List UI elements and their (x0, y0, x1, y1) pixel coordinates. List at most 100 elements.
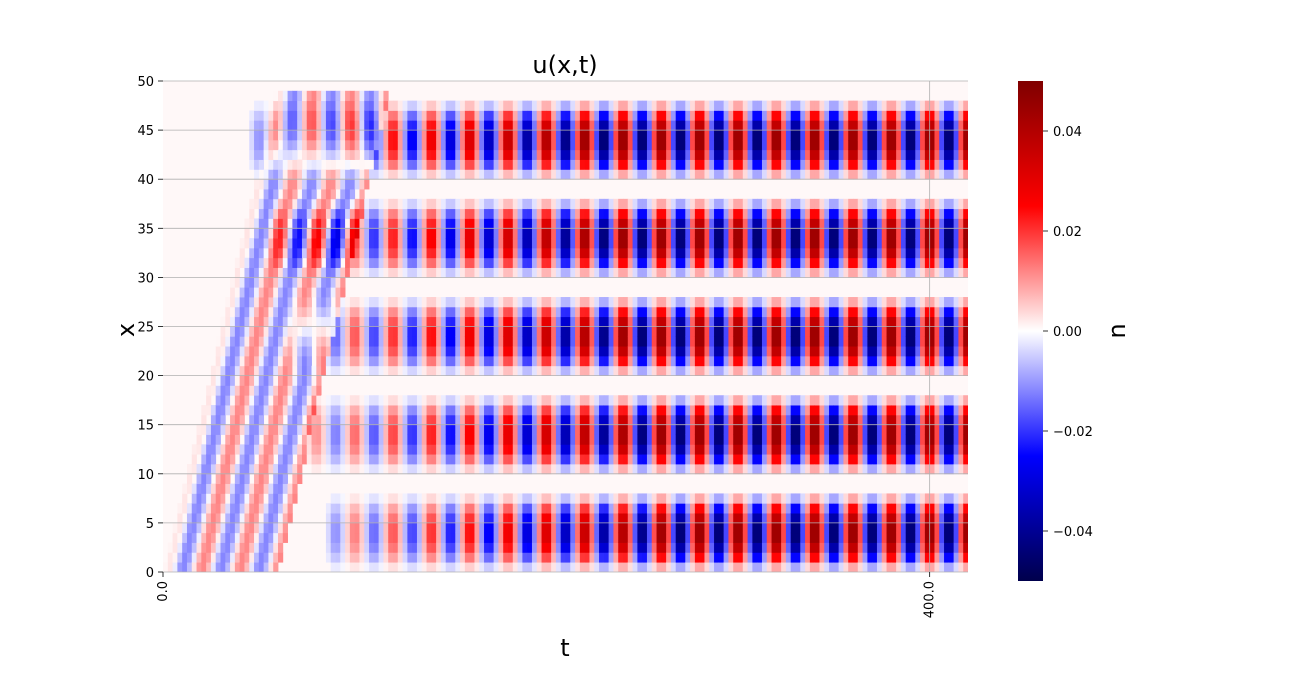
heatmap-cell (752, 218, 758, 229)
heatmap-cell (541, 149, 547, 160)
heatmap-cell (282, 179, 288, 190)
heatmap-cell (690, 100, 696, 111)
heatmap-cell (297, 90, 303, 102)
heatmap-cell (230, 424, 236, 435)
heatmap-cell (771, 267, 777, 278)
heatmap-cell (359, 90, 365, 102)
heatmap-cell (728, 149, 734, 160)
heatmap-cell (484, 326, 490, 337)
heatmap-cell (311, 159, 317, 170)
heatmap-cell (402, 542, 408, 553)
heatmap-cell (690, 120, 696, 131)
heatmap-cell (555, 247, 562, 259)
heatmap-cell (484, 306, 490, 318)
heatmap-cell (565, 405, 571, 416)
heatmap-cell (718, 503, 725, 514)
heatmap-cell (493, 513, 499, 524)
heatmap-cell (345, 228, 351, 239)
heatmap-cell (440, 532, 447, 543)
heatmap-cell (325, 355, 332, 367)
heatmap-cell (402, 513, 408, 524)
heatmap-cell (297, 218, 303, 229)
heatmap-cell (723, 139, 729, 151)
heatmap-cell (742, 169, 748, 180)
heatmap-cell (421, 130, 427, 141)
heatmap-cell (321, 414, 327, 426)
heatmap-cell (637, 326, 643, 337)
heatmap-cell (666, 365, 672, 376)
heatmap-cell (680, 424, 686, 435)
heatmap-cell (225, 483, 231, 494)
heatmap-cell (268, 218, 274, 229)
heatmap-cell (680, 228, 686, 239)
heatmap-cell (316, 277, 322, 288)
heatmap-cell (541, 110, 547, 121)
heatmap-cell (718, 434, 725, 445)
heatmap-cell (599, 218, 605, 229)
heatmap-cell (680, 562, 686, 572)
heatmap-cell (488, 414, 495, 426)
heatmap-cell (321, 277, 327, 288)
heatmap-cell (551, 257, 557, 268)
heatmap-cell (723, 336, 729, 347)
heatmap-cell (752, 454, 758, 465)
heatmap-cell (292, 287, 298, 298)
heatmap-cell (738, 247, 744, 259)
heatmap-cell (464, 297, 471, 308)
heatmap-cell (273, 90, 279, 102)
heatmap-cell (321, 130, 327, 141)
heatmap-cell (378, 238, 384, 249)
heatmap-cell (258, 316, 265, 327)
heatmap-cell (215, 405, 221, 416)
heatmap-cell (335, 287, 341, 298)
heatmap-cell (675, 532, 681, 543)
heatmap-cell (436, 149, 442, 160)
heatmap-cell (182, 493, 188, 504)
heatmap-cell (685, 434, 691, 445)
heatmap-cell (263, 493, 269, 504)
heatmap-cell (397, 139, 403, 151)
heatmap-cell (445, 247, 451, 259)
heatmap-cell (325, 198, 332, 210)
heatmap-cell (354, 110, 360, 121)
heatmap-cell (642, 120, 648, 131)
heatmap-cell (301, 228, 308, 239)
heatmap-cell (488, 532, 495, 543)
heatmap-cell (278, 552, 284, 563)
heatmap-cell (354, 208, 360, 219)
heatmap-cell (694, 434, 701, 445)
heatmap-cell (752, 434, 758, 445)
heatmap-cell (623, 454, 629, 465)
heatmap-cell (512, 198, 518, 210)
heatmap-cell (292, 218, 298, 229)
heatmap-cell (330, 287, 336, 298)
heatmap-cell (575, 247, 581, 259)
heatmap-cell (254, 405, 260, 416)
heatmap-cell (541, 503, 547, 514)
heatmap-cell (637, 522, 643, 534)
heatmap-cell (325, 257, 332, 268)
heatmap-cell (407, 120, 413, 131)
heatmap-cell (474, 228, 480, 239)
heatmap-cell (503, 100, 509, 111)
heatmap-cell (623, 169, 629, 180)
heatmap-cell (479, 110, 485, 121)
heatmap-cell (680, 454, 686, 465)
heatmap-cell (359, 513, 365, 524)
heatmap-cell (584, 542, 590, 553)
heatmap-cell (555, 365, 562, 376)
heatmap-cell (311, 100, 317, 111)
heatmap-cell (766, 562, 772, 572)
heatmap-cell (321, 434, 327, 445)
heatmap-cell (297, 336, 303, 347)
heatmap-cell (680, 542, 686, 553)
heatmap-cell (579, 218, 586, 229)
heatmap-cell (364, 424, 370, 435)
heatmap-cell (464, 414, 471, 426)
heatmap-cell (699, 228, 705, 239)
heatmap-cell (474, 130, 480, 141)
heatmap-cell (795, 532, 801, 543)
heatmap-cell (421, 267, 427, 278)
heatmap-cell (397, 169, 403, 180)
heatmap-cell (268, 454, 274, 465)
